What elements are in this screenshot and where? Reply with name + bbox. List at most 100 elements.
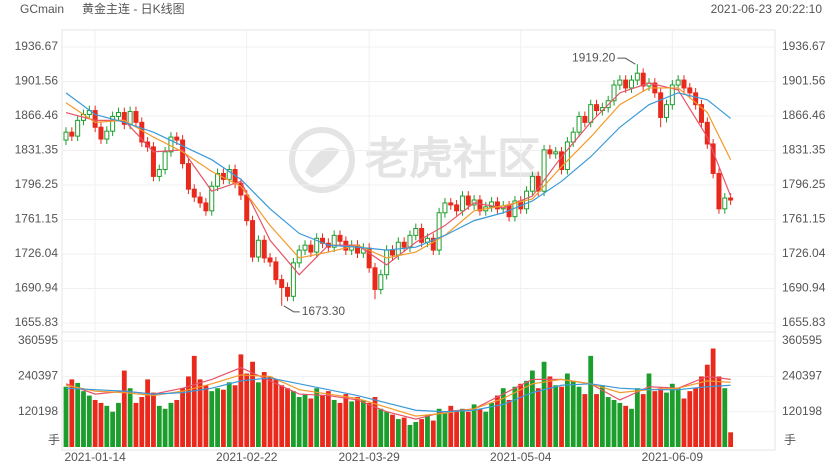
volume-bar	[699, 376, 704, 447]
y-tick-label-right: 120198	[782, 404, 822, 418]
candle-body	[115, 112, 121, 117]
volume-bar	[436, 408, 442, 447]
candle-body	[226, 169, 232, 180]
y-tick-label-right: 240397	[782, 369, 822, 383]
volume-bar	[75, 382, 81, 447]
candle-body	[63, 131, 69, 141]
volume-bar	[215, 388, 220, 447]
y-tick-label-right: 1655.83	[782, 315, 826, 329]
volume-bar	[611, 399, 617, 447]
volume-bar	[564, 373, 570, 447]
x-tick-label: 2021-06-09	[642, 450, 704, 464]
candle-body	[98, 126, 104, 140]
volume-bar	[116, 402, 121, 447]
volume-bar	[454, 410, 460, 447]
volume-bar	[343, 394, 349, 447]
candle-body	[308, 244, 314, 253]
candle-body	[331, 234, 337, 248]
volume-bar	[681, 398, 687, 447]
volume-bar	[168, 402, 174, 447]
volume-bar	[186, 376, 191, 447]
x-tick-label: 2021-02-22	[216, 450, 278, 464]
volume-bar	[471, 404, 477, 447]
y-tick-label: 1866.46	[15, 108, 59, 122]
volume-bar	[331, 399, 337, 447]
candle-body	[535, 175, 541, 192]
volume-bar	[255, 382, 261, 447]
volume-bar	[559, 386, 564, 447]
volume-bar	[86, 395, 92, 447]
candle-body	[559, 151, 565, 171]
candle-body	[623, 79, 629, 89]
volume-bar	[652, 391, 658, 447]
candle-body	[337, 234, 343, 242]
ma-line	[65, 82, 732, 276]
volume-bar	[308, 398, 314, 447]
candle-body	[69, 131, 75, 137]
volume-bar	[483, 411, 489, 447]
volume-bar	[512, 386, 518, 447]
volume-bar	[314, 388, 320, 447]
candle-body	[162, 151, 168, 171]
candle-body	[110, 115, 116, 132]
volume-bar	[710, 348, 716, 447]
volume-bar	[442, 413, 448, 447]
volume-bar	[162, 408, 168, 447]
y-tick-label-right: 1690.94	[782, 281, 826, 295]
volume-bar	[121, 370, 127, 447]
volume-bar	[127, 388, 133, 447]
candle-body	[576, 115, 582, 133]
candle-body	[529, 175, 535, 192]
volume-bar	[244, 373, 250, 447]
candle-body	[570, 131, 576, 143]
y-tick-label-right: 1901.56	[782, 74, 826, 88]
volume-bar	[110, 411, 116, 447]
volume-bar	[63, 386, 69, 447]
annotation-leader	[617, 57, 636, 65]
candle-body	[728, 197, 734, 201]
candle-body	[290, 262, 296, 297]
volume-bar	[605, 397, 611, 447]
volume-bar	[390, 414, 395, 447]
volume-bar	[448, 405, 454, 447]
volume-bar	[337, 402, 343, 447]
candle-body	[494, 201, 500, 210]
candle-body	[302, 244, 308, 251]
volume-bar	[477, 408, 483, 447]
candle-body	[250, 220, 256, 258]
volume-bar	[489, 402, 494, 447]
candle-body	[215, 172, 221, 187]
volume-bar	[372, 397, 378, 447]
volume-bar	[302, 394, 308, 447]
volume-bar	[197, 379, 203, 447]
volume-bar	[728, 432, 734, 447]
candle-body	[413, 227, 419, 236]
volume-bar	[209, 391, 215, 447]
candle-body	[203, 202, 209, 212]
candle-body	[541, 149, 547, 192]
volume-bar	[547, 376, 553, 447]
y-tick-label: 1901.56	[15, 74, 59, 88]
volume-bar	[506, 399, 512, 447]
volume-bar	[180, 388, 185, 447]
candle-body	[489, 201, 495, 208]
volume-bar	[640, 394, 646, 447]
y-tick-label-right: 1726.04	[782, 246, 826, 260]
chart-title: 黄金主连 - 日K线图	[82, 1, 185, 16]
volume-bar	[518, 383, 524, 447]
candle-body	[378, 274, 384, 290]
y-tick-label-right: 1831.35	[782, 143, 826, 157]
candle-body	[419, 227, 425, 243]
volume-bar	[425, 414, 430, 447]
candle-body	[658, 92, 664, 118]
volume-bar	[722, 388, 728, 447]
candle-body	[477, 199, 483, 212]
volume-bar	[139, 397, 145, 447]
volume-bar	[599, 385, 605, 447]
volume-bar	[226, 382, 232, 447]
candle-body	[92, 110, 98, 128]
volume-bar	[634, 388, 640, 447]
ma-line	[65, 377, 731, 413]
candle-body	[611, 84, 617, 102]
